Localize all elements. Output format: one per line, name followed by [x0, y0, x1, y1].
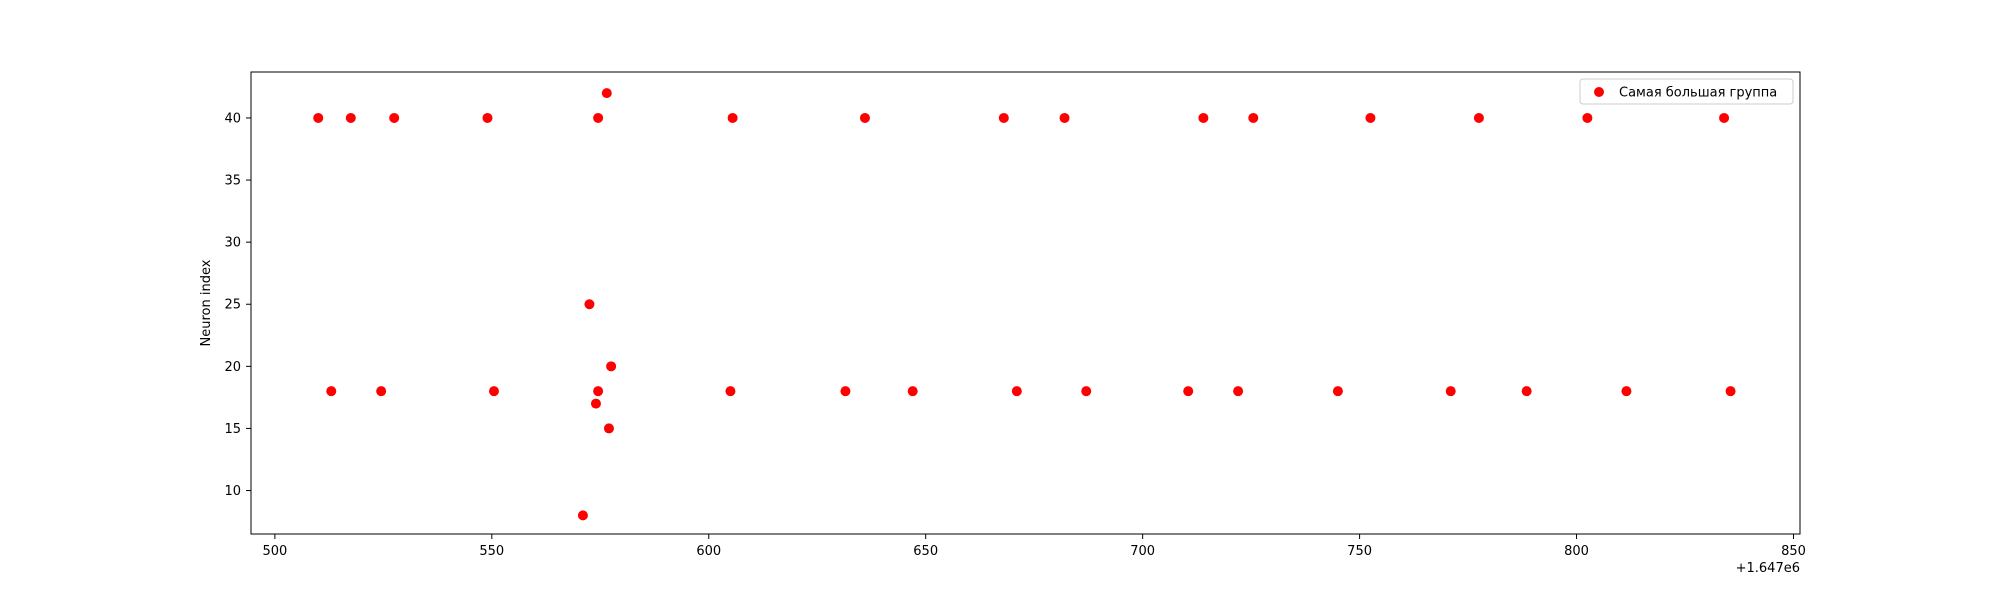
x-tick-label: 750 — [1347, 544, 1372, 559]
data-point — [907, 386, 918, 397]
legend-marker — [1594, 87, 1604, 97]
data-point — [1233, 386, 1244, 397]
data-point — [584, 299, 595, 310]
y-axis: 10 15 20 25 30 35 40 — [224, 111, 251, 499]
y-tick-label: 15 — [224, 422, 241, 437]
legend: Самая большая группа — [1579, 78, 1794, 105]
x-tick-label: 500 — [262, 544, 287, 559]
plot-frame — [250, 71, 1801, 535]
data-point — [482, 112, 493, 123]
x-tick-label: 600 — [696, 544, 721, 559]
x-tick-label: 800 — [1564, 544, 1589, 559]
data-point — [313, 112, 324, 123]
data-point — [1183, 386, 1194, 397]
data-point — [1621, 386, 1632, 397]
x-tick-label: 850 — [1781, 544, 1806, 559]
x-axis-offset-label: +1.647e6 — [1736, 561, 1800, 576]
plot-marks — [313, 88, 1736, 521]
data-point — [859, 112, 870, 123]
data-point — [1521, 386, 1532, 397]
data-point — [488, 386, 499, 397]
data-point — [727, 112, 738, 123]
data-point — [326, 386, 337, 397]
data-point — [590, 398, 601, 409]
data-point — [725, 386, 736, 397]
data-point — [577, 510, 588, 521]
data-point — [1445, 386, 1456, 397]
data-point — [389, 112, 400, 123]
data-point — [1332, 386, 1343, 397]
data-point — [840, 386, 851, 397]
data-point — [1473, 112, 1484, 123]
data-point — [606, 361, 617, 372]
data-point — [601, 88, 612, 99]
y-tick-label: 25 — [224, 298, 241, 313]
legend-label: Самая большая группа — [1619, 86, 1777, 101]
data-point — [1059, 112, 1070, 123]
x-tick-label: 700 — [1130, 544, 1155, 559]
data-point — [376, 386, 387, 397]
data-point — [345, 112, 356, 123]
x-axis: 500 550 600 650 700 750 800 850 — [262, 534, 1806, 559]
y-tick-label: 10 — [224, 484, 241, 499]
data-point — [593, 386, 604, 397]
data-point — [593, 112, 604, 123]
x-tick-label: 650 — [913, 544, 938, 559]
x-tick-label: 550 — [479, 544, 504, 559]
data-point — [1365, 112, 1376, 123]
y-tick-label: 40 — [224, 111, 241, 126]
data-point — [1011, 386, 1022, 397]
y-tick-label: 30 — [224, 236, 241, 251]
data-point — [998, 112, 1009, 123]
y-axis-label: Neuron index — [199, 259, 214, 346]
data-point — [1725, 386, 1736, 397]
data-point — [603, 423, 614, 434]
y-tick-label: 20 — [224, 360, 241, 375]
data-point — [1198, 112, 1209, 123]
legend-box — [1579, 78, 1794, 105]
data-point — [1081, 386, 1092, 397]
data-point — [1582, 112, 1593, 123]
data-point — [1248, 112, 1259, 123]
data-point — [1719, 112, 1730, 123]
y-tick-label: 35 — [224, 174, 241, 189]
